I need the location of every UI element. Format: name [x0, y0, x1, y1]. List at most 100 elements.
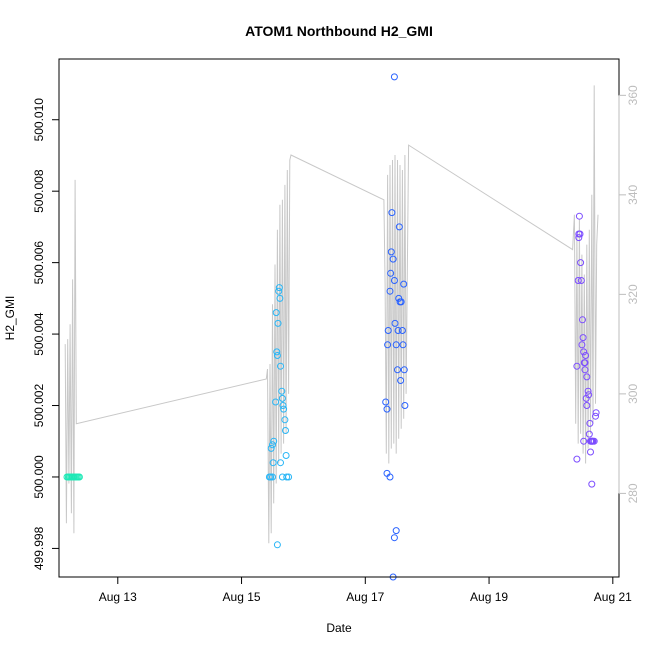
data-point — [383, 405, 391, 413]
data-point — [282, 427, 289, 434]
data-point — [282, 452, 290, 459]
data-point — [577, 259, 585, 267]
x-tick-label: Aug 21 — [594, 590, 632, 604]
x-tick-label: Aug 19 — [470, 590, 508, 604]
data-point — [390, 534, 398, 542]
data-point — [580, 437, 588, 445]
data-point — [274, 319, 282, 327]
data-point — [581, 359, 589, 367]
data-point — [399, 341, 407, 349]
points-layer — [63, 73, 600, 581]
plot-frame — [58, 58, 620, 578]
data-point — [573, 455, 581, 463]
data-point — [270, 437, 278, 445]
y2-tick-label: 280 — [626, 483, 640, 503]
data-point — [582, 352, 590, 359]
y2-tick-label: 340 — [626, 185, 640, 205]
secondary-series-line — [64, 85, 599, 544]
data-point — [585, 430, 593, 438]
data-point — [401, 402, 409, 409]
data-point — [590, 437, 598, 445]
y-tick-label: 500.000 — [32, 455, 46, 499]
x-tick-label: Aug 13 — [99, 590, 137, 604]
data-point — [397, 377, 405, 384]
data-point — [275, 284, 283, 292]
data-point — [273, 348, 281, 356]
data-point — [587, 448, 594, 456]
data-point — [272, 309, 280, 317]
y2-tick-label: 360 — [626, 85, 640, 105]
data-point — [392, 527, 400, 535]
data-point — [392, 341, 400, 349]
data-point — [579, 334, 587, 342]
y-axis: 499.998 500.000 500.002 500.004 500.006 500.0… — [32, 98, 60, 570]
x-axis: Aug 13 Aug 15 Aug 17 Aug 19 Aug 21 — [99, 576, 632, 604]
data-point — [395, 223, 403, 231]
y-tick-label: 500.010 — [32, 98, 46, 142]
data-point — [386, 473, 394, 481]
data-point — [390, 277, 398, 284]
data-point — [387, 248, 395, 256]
data-point — [574, 277, 582, 284]
data-point — [579, 316, 586, 324]
data-point — [269, 473, 276, 481]
data-point — [280, 405, 288, 413]
data-point — [577, 277, 585, 284]
data-point — [279, 402, 287, 409]
data-point — [583, 402, 591, 409]
data-point — [576, 230, 584, 238]
data-point — [386, 287, 394, 295]
data-point — [382, 398, 390, 406]
data-point — [285, 473, 293, 481]
data-point — [575, 234, 583, 242]
data-point — [391, 319, 399, 327]
data-point — [400, 280, 408, 288]
data-point — [269, 459, 277, 467]
data-point — [277, 362, 284, 370]
data-point — [394, 327, 402, 334]
y2-tick-label: 300 — [626, 384, 640, 404]
data-point — [580, 348, 588, 356]
data-point — [384, 341, 392, 349]
data-point — [592, 409, 600, 417]
data-point — [578, 341, 586, 349]
y-tick-label: 500.008 — [32, 169, 46, 213]
data-point — [388, 209, 396, 217]
data-point — [273, 352, 281, 359]
data-point — [277, 459, 284, 467]
data-point — [75, 473, 83, 481]
data-point — [269, 441, 276, 449]
data-point — [586, 419, 594, 427]
x-tick-label: Aug 15 — [223, 590, 261, 604]
data-point — [400, 366, 408, 374]
data-point — [281, 416, 289, 424]
x-axis-label: Date — [326, 621, 352, 635]
data-point — [389, 255, 397, 263]
data-point — [397, 298, 405, 306]
data-point — [278, 394, 286, 402]
data-point — [584, 387, 592, 395]
data-point — [585, 391, 593, 399]
data-point — [384, 327, 392, 334]
y-tick-label: 500.002 — [32, 384, 46, 428]
y2-tick-label: 320 — [626, 284, 640, 304]
data-point — [273, 541, 281, 549]
x-tick-label: Aug 17 — [346, 590, 384, 604]
data-point — [272, 398, 280, 406]
y-tick-label: 500.006 — [32, 241, 46, 285]
data-point — [592, 412, 599, 420]
chart-title: ATOM1 Northbound H2_GMI — [245, 23, 433, 39]
data-point — [275, 287, 283, 295]
data-point — [583, 373, 591, 381]
data-point — [573, 362, 581, 370]
data-point — [283, 473, 291, 481]
y-tick-label: 499.998 — [32, 526, 46, 570]
data-point — [581, 366, 589, 374]
data-point — [575, 212, 583, 220]
y-tick-label: 500.004 — [32, 312, 46, 356]
data-point — [267, 444, 275, 452]
data-point — [390, 73, 398, 81]
data-point — [267, 473, 275, 481]
y-axis-label: H2_GMI — [3, 296, 17, 341]
data-point — [588, 480, 596, 488]
